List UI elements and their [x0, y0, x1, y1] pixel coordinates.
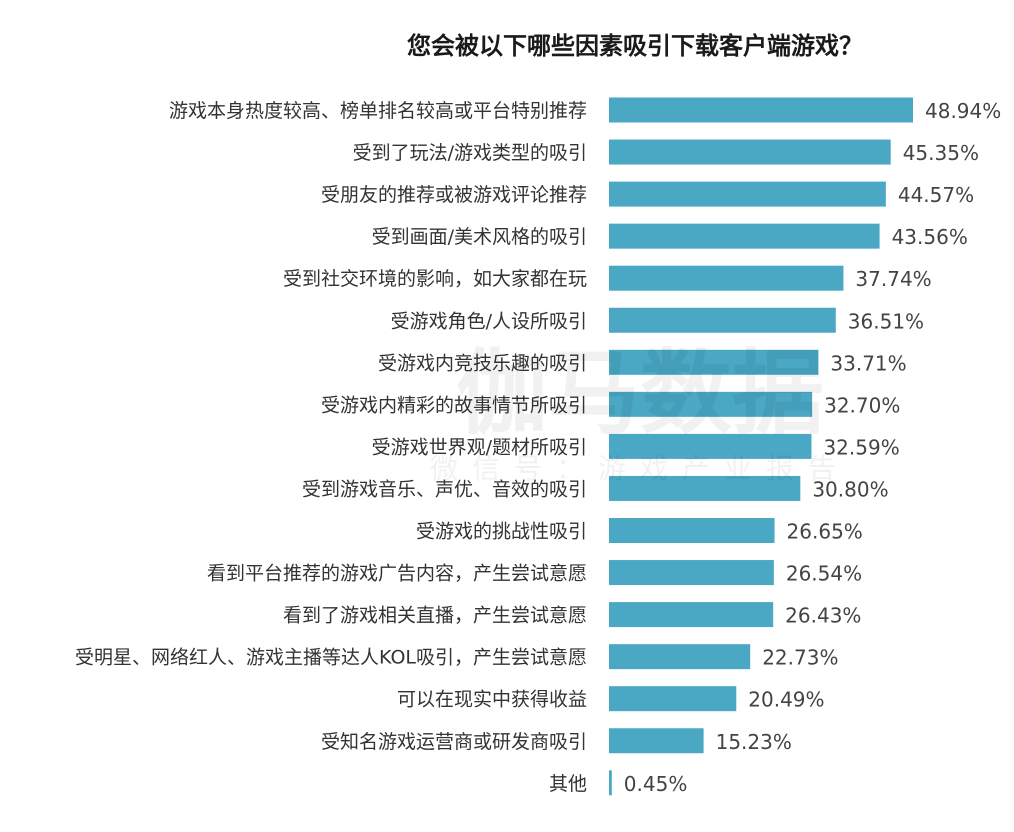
bar	[609, 475, 801, 501]
value-label: 33.71%	[830, 351, 906, 375]
chart-title: 您会被以下哪些因素吸引下载客户端游戏？	[407, 32, 863, 60]
value-label: 32.70%	[824, 393, 900, 417]
bar	[609, 349, 819, 375]
bar	[609, 728, 704, 754]
category-label: 受游戏内竞技乐趣的吸引	[378, 352, 587, 374]
value-label: 20.49%	[748, 688, 824, 712]
bar	[609, 97, 913, 123]
category-label: 受游戏角色/人设所吸引	[391, 310, 587, 332]
bar	[609, 307, 836, 333]
category-label: 受游戏内精彩的故事情节所吸引	[321, 394, 587, 416]
bar	[609, 770, 612, 796]
bar	[609, 518, 775, 543]
value-label: 0.45%	[624, 772, 688, 796]
value-label: 45.35%	[903, 141, 979, 165]
bar	[609, 265, 844, 291]
category-label: 游戏本身热度较高、榜单排名较高或平台特别推荐	[169, 100, 587, 122]
bar	[609, 644, 751, 670]
category-label: 受到了玩法/游戏类型的吸引	[353, 142, 587, 164]
value-label: 26.43%	[785, 604, 861, 628]
category-label: 受朋友的推荐或被游戏评论推荐	[321, 184, 587, 206]
category-label: 受知名游戏运营商或研发商吸引	[321, 731, 587, 753]
bar	[609, 433, 812, 459]
category-label: 受明星、网络红人、游戏主播等达人KOL吸引，产生尝试意愿	[75, 647, 587, 669]
value-label: 32.59%	[823, 435, 899, 459]
value-label: 37.74%	[855, 267, 931, 291]
category-label: 看到平台推荐的游戏广告内容，产生尝试意愿	[207, 563, 587, 585]
value-label: 36.51%	[848, 309, 924, 333]
bar	[609, 686, 737, 712]
category-label: 受游戏世界观/题材所吸引	[372, 436, 587, 458]
category-label: 其他	[549, 773, 587, 795]
category-label: 看到了游戏相关直播，产生尝试意愿	[283, 605, 587, 627]
bar	[609, 391, 813, 417]
value-label: 15.23%	[716, 730, 792, 754]
value-label: 22.73%	[762, 646, 838, 670]
value-label: 30.80%	[812, 477, 888, 501]
category-label: 受游戏的挑战性吸引	[416, 521, 587, 543]
watermark-sub: 微信号：游戏产业报告	[430, 452, 850, 485]
value-label: 44.57%	[898, 183, 974, 207]
category-label: 可以在现实中获得收益	[397, 689, 587, 711]
bar	[609, 181, 886, 207]
bar	[609, 560, 774, 586]
bar	[609, 139, 891, 165]
category-label: 受到社交环境的影响，如大家都在玩	[283, 268, 587, 290]
bar	[609, 223, 880, 249]
category-label: 受到游戏音乐、声优、音效的吸引	[302, 478, 587, 500]
value-label: 43.56%	[892, 225, 968, 249]
bars-group: 游戏本身热度较高、榜单排名较高或平台特别推荐 48.94% 受到了玩法/游戏类型的吸…	[75, 97, 1001, 796]
category-label: 受到画面/美术风格的吸引	[372, 226, 587, 248]
value-label: 26.54%	[786, 562, 862, 586]
bar	[609, 602, 774, 628]
watermark-main: 伽马数据	[456, 340, 824, 447]
value-label: 26.65%	[787, 520, 863, 544]
value-label: 48.94%	[925, 99, 1001, 123]
